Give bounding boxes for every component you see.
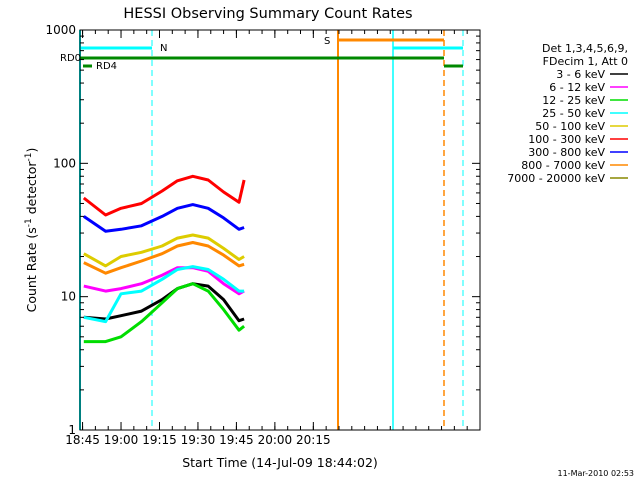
legend-label-3-6-kev: 3 - 6 keV <box>556 68 605 81</box>
night-label: N <box>160 43 167 54</box>
series-line-100-300-kev <box>82 174 246 217</box>
series-line-12-25-kev <box>83 282 246 344</box>
series-layer <box>82 174 246 344</box>
x-tick-label: 19:00 <box>104 433 139 447</box>
plot-area: N S RD0 RD4 <box>60 30 464 430</box>
chart-title: HESSI Observing Summary Count Rates <box>123 6 412 22</box>
legend-label-50-100-kev: 50 - 100 keV <box>535 120 605 133</box>
plot-frame <box>79 29 481 431</box>
series-line-300-800-kev <box>82 203 245 233</box>
y-axis-label: Count Rate (s-1 detector-1) <box>24 148 39 313</box>
series-line-6-12-kev <box>83 266 245 296</box>
rd4-label: RD4 <box>96 61 117 72</box>
x-tick-label: 18:45 <box>65 433 100 447</box>
legend-label-7000-20000-kev: 7000 - 20000 keV <box>507 172 605 185</box>
legend-label-300-800-kev: 300 - 800 keV <box>528 146 605 159</box>
legend-label-800-7000-kev: 800 - 7000 keV <box>521 159 605 172</box>
axes-layer: 18:45 19:00 19:15 19:30 19:45 20:00 20:15 1 10 10… <box>45 23 481 447</box>
series-line-50-100-kev <box>83 233 245 268</box>
y-tick-label: 10 <box>61 290 76 304</box>
x-tick-label: 19:30 <box>181 433 216 447</box>
x-tick-label: 20:00 <box>258 433 293 447</box>
x-tick-label: 19:45 <box>219 433 254 447</box>
legend-label-100-300-kev: 100 - 300 keV <box>528 133 605 146</box>
legend-label-25-50-kev: 25 - 50 keV <box>542 107 605 120</box>
footer-timestamp: 11-Mar-2010 02:53 <box>558 469 635 478</box>
legend-label-12-25-kev: 12 - 25 keV <box>542 94 605 107</box>
y-tick-label: 1000 <box>45 23 76 37</box>
legend-header-line-1: Det 1,3,4,5,6,9, <box>542 42 628 55</box>
y-tick-label: 1 <box>68 423 76 437</box>
legend: Det 1,3,4,5,6,9, FDecim 1, Att 0 3 - 6 k… <box>507 42 628 185</box>
x-tick-label: 19:15 <box>142 433 177 447</box>
y-tick-label: 100 <box>53 156 76 170</box>
legend-label-6-12-kev: 6 - 12 keV <box>549 81 605 94</box>
series-line-800-7000-kev <box>83 241 245 275</box>
rd0-label: RD0 <box>60 53 81 64</box>
x-axis-label: Start Time (14-Jul-09 18:44:02) <box>182 455 378 470</box>
legend-header-line-2: FDecim 1, Att 0 <box>543 55 628 68</box>
x-tick-label: 20:15 <box>296 433 331 447</box>
series-line-25-50-kev <box>83 265 245 324</box>
saa-label: S <box>324 36 330 47</box>
